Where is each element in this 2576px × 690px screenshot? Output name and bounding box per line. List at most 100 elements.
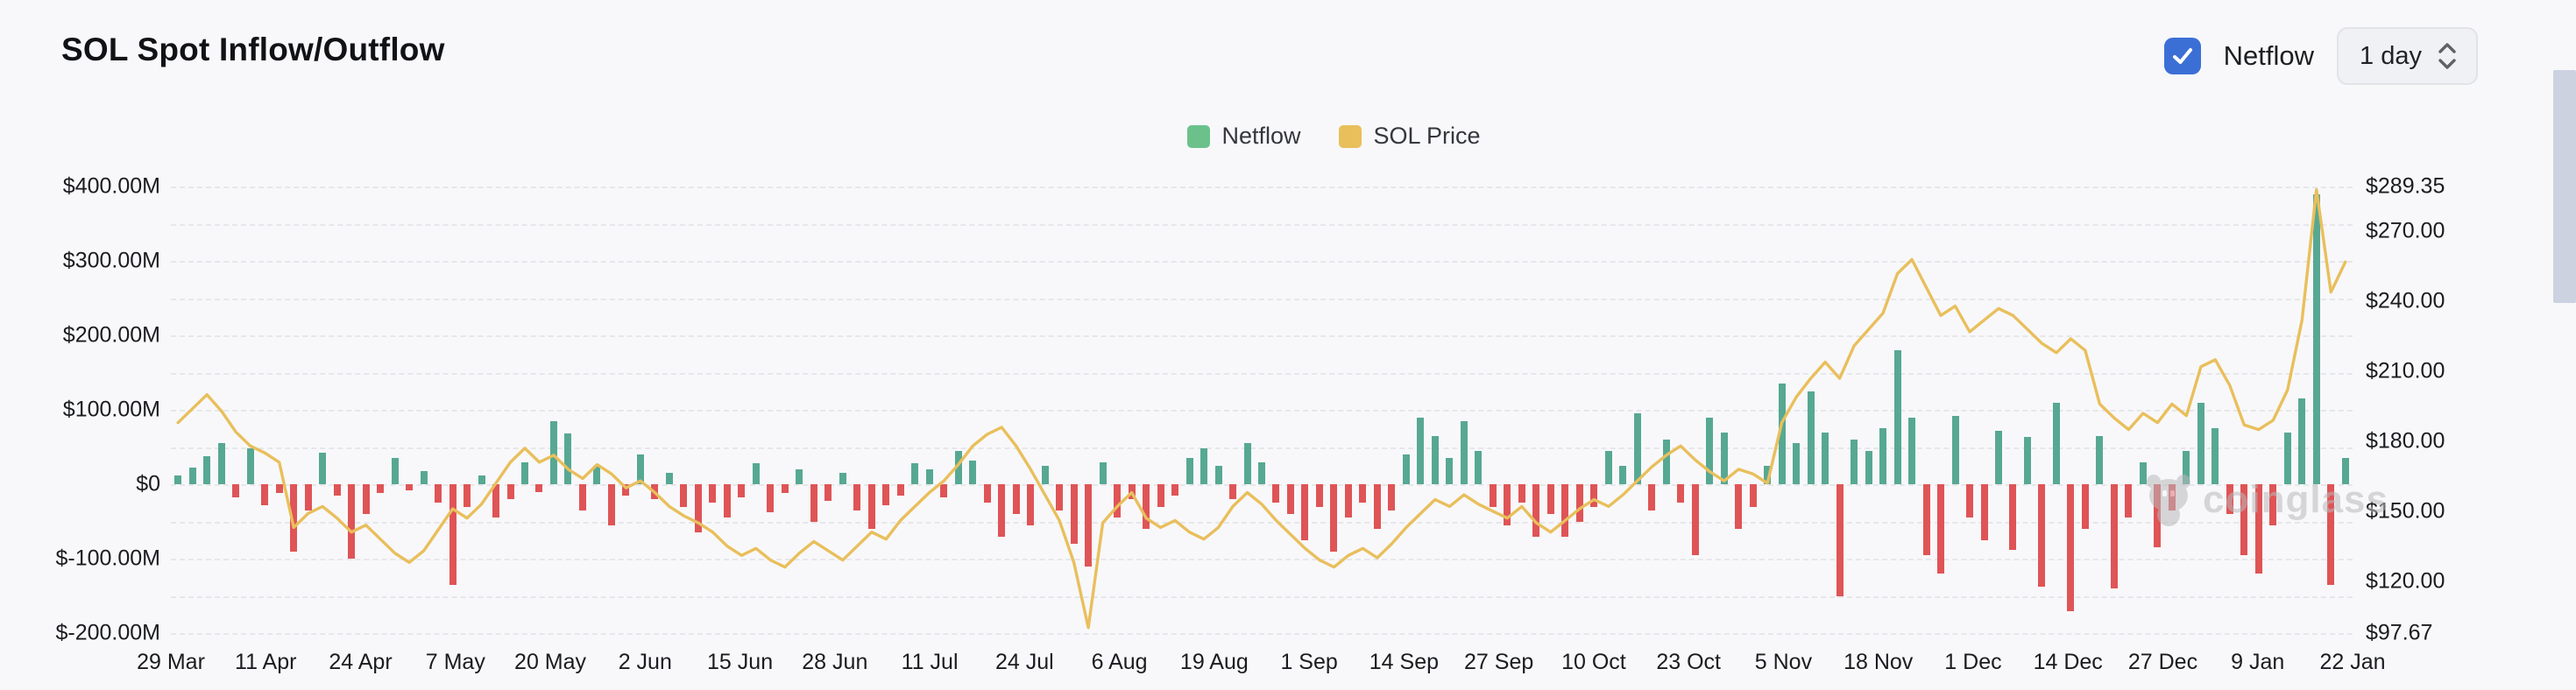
netflow-bar[interactable] xyxy=(824,484,832,501)
netflow-bar[interactable] xyxy=(680,484,688,507)
netflow-bar[interactable] xyxy=(2197,402,2204,484)
netflow-bar[interactable] xyxy=(1388,484,1396,510)
netflow-bar[interactable] xyxy=(1879,428,1887,484)
netflow-bar[interactable] xyxy=(1200,448,1208,484)
netflow-bar[interactable] xyxy=(578,484,586,510)
netflow-bar[interactable] xyxy=(767,484,775,513)
netflow-bar[interactable] xyxy=(2226,484,2233,514)
legend-item-sol-price[interactable]: SOL Price xyxy=(1339,123,1481,150)
netflow-bar[interactable] xyxy=(1546,484,1554,514)
netflow-bar[interactable] xyxy=(1648,484,1656,510)
netflow-bar[interactable] xyxy=(1662,440,1670,484)
netflow-bar[interactable] xyxy=(1027,484,1035,525)
netflow-bar[interactable] xyxy=(535,484,543,492)
netflow-bar[interactable] xyxy=(1114,484,1122,518)
netflow-bar[interactable] xyxy=(694,484,702,533)
netflow-bar[interactable] xyxy=(1778,384,1786,484)
legend-item-netflow[interactable]: Netflow xyxy=(1187,123,1300,150)
netflow-bar[interactable] xyxy=(940,484,948,498)
netflow-bar[interactable] xyxy=(290,484,298,552)
netflow-bar[interactable] xyxy=(796,469,803,484)
netflow-bar[interactable] xyxy=(1590,484,1598,507)
netflow-bar[interactable] xyxy=(435,484,442,503)
netflow-bar[interactable] xyxy=(549,420,557,484)
netflow-bar[interactable] xyxy=(983,484,991,503)
netflow-bar[interactable] xyxy=(1706,417,1714,484)
netflow-bar[interactable] xyxy=(853,484,861,510)
netflow-bar[interactable] xyxy=(1344,484,1352,518)
netflow-bar[interactable] xyxy=(896,484,904,496)
netflow-bar[interactable] xyxy=(1214,465,1222,484)
netflow-bar[interactable] xyxy=(911,463,919,484)
netflow-bar[interactable] xyxy=(1908,417,1916,484)
netflow-bar[interactable] xyxy=(188,468,196,484)
netflow-bar[interactable] xyxy=(232,484,240,498)
netflow-bar[interactable] xyxy=(304,484,312,510)
netflow-bar[interactable] xyxy=(1431,435,1439,484)
netflow-bar[interactable] xyxy=(2312,194,2320,484)
netflow-bar[interactable] xyxy=(1012,484,1020,514)
netflow-bar[interactable] xyxy=(1764,465,1772,484)
netflow-bar[interactable] xyxy=(246,448,254,484)
netflow-bar[interactable] xyxy=(1822,432,1829,484)
netflow-bar[interactable] xyxy=(1272,484,1280,503)
netflow-bar[interactable] xyxy=(665,473,673,484)
netflow-bar[interactable] xyxy=(391,458,399,484)
scrollbar-thumb[interactable] xyxy=(2553,70,2576,303)
netflow-bar[interactable] xyxy=(420,470,428,484)
netflow-bar[interactable] xyxy=(1171,484,1179,496)
netflow-bar[interactable] xyxy=(1691,484,1699,555)
netflow-bar[interactable] xyxy=(1604,450,1612,484)
netflow-bar[interactable] xyxy=(2212,428,2219,484)
netflow-bar[interactable] xyxy=(1893,350,1901,484)
netflow-bar[interactable] xyxy=(1243,443,1251,484)
netflow-bar[interactable] xyxy=(1851,440,1858,484)
netflow-bar[interactable] xyxy=(867,484,875,529)
netflow-bar[interactable] xyxy=(1575,484,1583,522)
netflow-bar[interactable] xyxy=(810,484,817,522)
netflow-bar[interactable] xyxy=(622,484,630,496)
netflow-bar[interactable] xyxy=(1937,484,1945,574)
netflow-bar[interactable] xyxy=(1735,484,1743,529)
interval-select[interactable]: 1 day xyxy=(2337,27,2478,85)
netflow-bar[interactable] xyxy=(1677,484,1685,503)
netflow-bar[interactable] xyxy=(1143,484,1150,529)
netflow-bar[interactable] xyxy=(521,461,528,484)
netflow-bar[interactable] xyxy=(1489,484,1497,507)
netflow-bar[interactable] xyxy=(275,484,283,494)
netflow-bar[interactable] xyxy=(1633,413,1641,484)
netflow-bar[interactable] xyxy=(464,484,471,507)
netflow-bar[interactable] xyxy=(1504,484,1511,525)
netflow-bar[interactable] xyxy=(2240,484,2248,555)
netflow-bar[interactable] xyxy=(738,484,746,498)
netflow-bar[interactable] xyxy=(1373,484,1381,529)
netflow-bar[interactable] xyxy=(1532,484,1540,537)
netflow-bar[interactable] xyxy=(1359,484,1367,503)
plot-area[interactable] xyxy=(171,187,2353,635)
netflow-bar[interactable] xyxy=(2009,484,2017,550)
netflow-bar[interactable] xyxy=(1229,484,1237,499)
netflow-bar[interactable] xyxy=(2110,484,2118,588)
netflow-bar[interactable] xyxy=(1865,450,1872,484)
netflow-bar[interactable] xyxy=(203,455,211,484)
netflow-bar[interactable] xyxy=(1085,484,1093,567)
netflow-bar[interactable] xyxy=(882,484,890,505)
netflow-bar[interactable] xyxy=(1417,417,1425,484)
netflow-bar[interactable] xyxy=(1258,461,1265,484)
netflow-bar[interactable] xyxy=(348,484,356,559)
netflow-bar[interactable] xyxy=(217,443,225,484)
netflow-bar[interactable] xyxy=(2327,484,2335,585)
netflow-checkbox[interactable] xyxy=(2163,38,2201,74)
netflow-bar[interactable] xyxy=(1994,430,2002,484)
netflow-bar[interactable] xyxy=(2067,484,2075,611)
netflow-bar[interactable] xyxy=(2038,484,2046,588)
netflow-bar[interactable] xyxy=(377,484,385,494)
netflow-bar[interactable] xyxy=(1518,484,1525,503)
netflow-bar[interactable] xyxy=(2183,450,2190,484)
netflow-bar[interactable] xyxy=(1619,465,1627,484)
netflow-bar[interactable] xyxy=(1807,391,1815,484)
netflow-bar[interactable] xyxy=(636,454,644,484)
netflow-bar[interactable] xyxy=(2269,484,2277,525)
netflow-bar[interactable] xyxy=(998,484,1006,537)
netflow-bar[interactable] xyxy=(1301,484,1309,540)
